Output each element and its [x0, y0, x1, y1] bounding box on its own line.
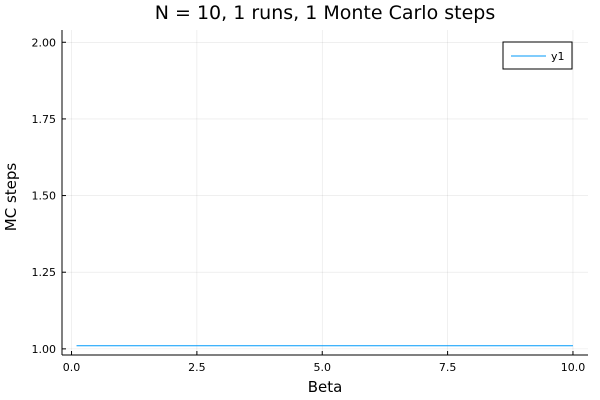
- legend: y1: [502, 41, 573, 70]
- x-tick-label: 0.0: [63, 361, 81, 374]
- x-axis-label: Beta: [308, 378, 343, 396]
- y-tick-label: 1.25: [32, 266, 57, 279]
- x-tick-label: 10.0: [561, 361, 586, 374]
- grid: [62, 30, 588, 355]
- x-tick-label: 7.5: [439, 361, 457, 374]
- axes: 0.0 2.5 5.0 7.5 10.0 1.00 1.25 1.50 1.75 2.00: [32, 30, 588, 374]
- y-tick-label: 1.50: [32, 190, 57, 203]
- x-tick-label: 5.0: [313, 361, 331, 374]
- x-tick-label: 2.5: [188, 361, 206, 374]
- chart-title: N = 10, 1 runs, 1 Monte Carlo steps: [155, 2, 496, 24]
- y-tick-label: 1.75: [32, 113, 57, 126]
- y-tick-label: 2.00: [32, 36, 57, 49]
- legend-entry-y1: y1: [551, 50, 565, 63]
- y-tick-label: 1.00: [32, 343, 57, 356]
- y-axis-label: MC steps: [2, 163, 20, 232]
